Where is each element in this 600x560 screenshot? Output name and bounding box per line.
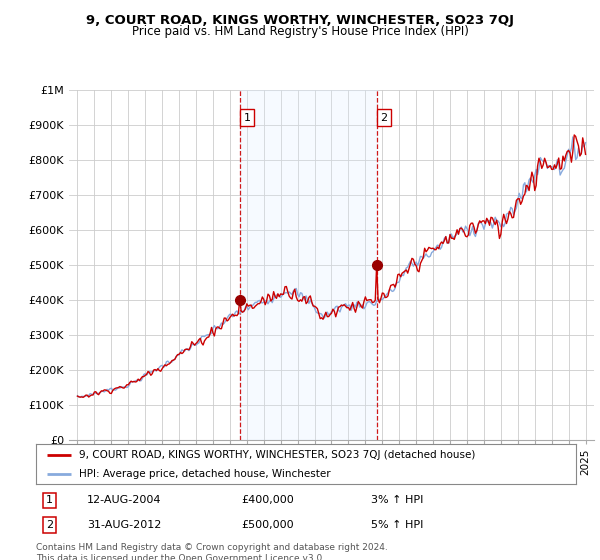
Text: 9, COURT ROAD, KINGS WORTHY, WINCHESTER, SO23 7QJ (detached house): 9, COURT ROAD, KINGS WORTHY, WINCHESTER,… (79, 450, 476, 460)
Text: £500,000: £500,000 (241, 520, 294, 530)
Text: 2: 2 (380, 113, 387, 123)
Text: 5% ↑ HPI: 5% ↑ HPI (371, 520, 423, 530)
Text: 2: 2 (46, 520, 53, 530)
Text: Contains HM Land Registry data © Crown copyright and database right 2024.
This d: Contains HM Land Registry data © Crown c… (36, 543, 388, 560)
Text: HPI: Average price, detached house, Winchester: HPI: Average price, detached house, Winc… (79, 469, 331, 478)
Text: 1: 1 (46, 495, 53, 505)
Text: 1: 1 (244, 113, 251, 123)
Text: 31-AUG-2012: 31-AUG-2012 (88, 520, 161, 530)
Text: 9, COURT ROAD, KINGS WORTHY, WINCHESTER, SO23 7QJ: 9, COURT ROAD, KINGS WORTHY, WINCHESTER,… (86, 14, 514, 27)
Text: Price paid vs. HM Land Registry's House Price Index (HPI): Price paid vs. HM Land Registry's House … (131, 25, 469, 38)
Bar (241, 90, 377, 440)
Text: 3% ↑ HPI: 3% ↑ HPI (371, 495, 423, 505)
Text: 12-AUG-2004: 12-AUG-2004 (88, 495, 162, 505)
Text: £400,000: £400,000 (241, 495, 294, 505)
